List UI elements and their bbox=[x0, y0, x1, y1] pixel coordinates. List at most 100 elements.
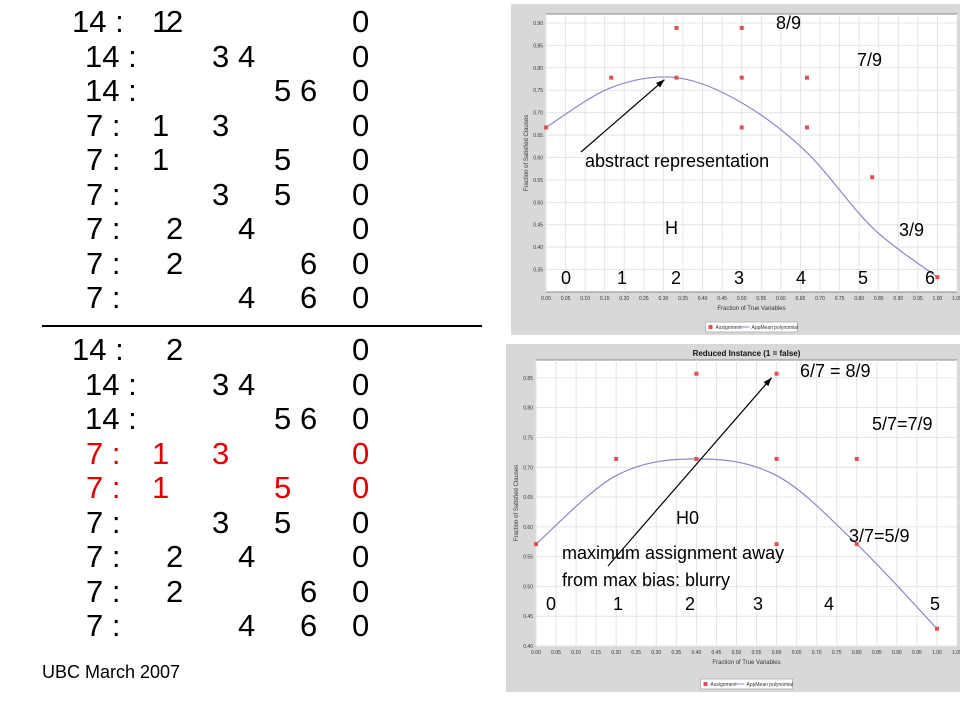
legend-item: Assignment bbox=[711, 682, 738, 688]
data-point bbox=[804, 75, 809, 80]
x-tick-label: 0.90 bbox=[893, 296, 903, 302]
data-point bbox=[739, 125, 744, 130]
data-point bbox=[935, 275, 940, 280]
legend-marker bbox=[703, 682, 708, 686]
x-tick-label: 0.45 bbox=[717, 296, 727, 302]
label-8-9: 8/9 bbox=[776, 13, 802, 33]
data-point bbox=[674, 25, 679, 30]
x-tick-label: 0.00 bbox=[531, 650, 541, 656]
x-tick-label: 0.10 bbox=[571, 650, 581, 656]
clause-literal: 5 bbox=[274, 470, 292, 505]
y-tick-label: 0.80 bbox=[523, 406, 533, 412]
y-tick-label: 0.45 bbox=[523, 614, 533, 620]
series-line-appmean bbox=[535, 458, 938, 630]
clause-literal: 5 bbox=[274, 504, 292, 540]
clause-literal: 6 bbox=[300, 245, 318, 281]
x-tick-label: 0.55 bbox=[752, 650, 762, 656]
clause-literal: 2 bbox=[166, 573, 184, 609]
y-tick-label: 0.60 bbox=[533, 155, 543, 161]
number-0: 0 bbox=[561, 268, 572, 288]
clause-literal: 5 bbox=[274, 176, 292, 212]
legend-item: AppMean polynomial bbox=[752, 325, 799, 331]
clause-terminator: 0 bbox=[352, 539, 370, 574]
clause-terminator: 0 bbox=[352, 176, 370, 212]
x-tick-label: 0.40 bbox=[698, 296, 708, 302]
x-tick-label: 0.40 bbox=[692, 650, 702, 656]
x-tick-label: 0.60 bbox=[776, 296, 786, 302]
clause-weight: 14 : bbox=[85, 38, 137, 74]
clause-literal: 4 bbox=[238, 211, 256, 246]
x-tick-label: 0.75 bbox=[832, 650, 842, 656]
y-tick-label: 0.50 bbox=[533, 200, 543, 206]
clause-literal: 4 bbox=[238, 608, 256, 643]
y-tick-label: 0.75 bbox=[533, 88, 543, 94]
clause-literal: 3 bbox=[212, 435, 230, 471]
number-1: 1 bbox=[617, 268, 628, 288]
clause-weight: 14 : bbox=[85, 73, 137, 108]
legend-item: AppMean polynomial bbox=[747, 682, 794, 688]
arrow-maximum-assignment bbox=[607, 377, 773, 567]
x-tick-label: 1.05 bbox=[952, 650, 960, 656]
clause-terminator: 0 bbox=[352, 142, 370, 177]
label-3-9: 3/9 bbox=[899, 220, 925, 240]
clause-literal: 3 bbox=[212, 38, 230, 74]
data-point bbox=[934, 626, 939, 631]
x-tick-label: 0.80 bbox=[854, 296, 864, 302]
clause-terminator: 0 bbox=[352, 470, 370, 505]
arrow-maximum-assignment-head bbox=[763, 377, 772, 387]
arrow-abstract-representation bbox=[580, 79, 665, 153]
x-tick-label: 0.30 bbox=[659, 296, 669, 302]
clause-terminator: 0 bbox=[352, 504, 370, 540]
clause-terminator: 0 bbox=[352, 73, 370, 108]
x-tick-label: 1.00 bbox=[933, 296, 943, 302]
clause-weight: 7 : bbox=[86, 176, 121, 212]
clause-weight: 7 : bbox=[86, 142, 121, 177]
clause-weight: 7 : bbox=[86, 608, 121, 643]
data-point bbox=[609, 75, 614, 80]
number-4: 4 bbox=[824, 594, 835, 614]
clause-literal: 5 bbox=[274, 73, 292, 108]
x-tick-label: 0.35 bbox=[678, 296, 688, 302]
x-tick-label: 0.35 bbox=[671, 650, 681, 656]
clause-weight: 14 : bbox=[72, 332, 124, 367]
number-0: 0 bbox=[546, 594, 557, 614]
divider-line bbox=[42, 325, 482, 327]
clause-literal: 6 bbox=[300, 608, 318, 643]
clause-literal: 5 bbox=[274, 401, 292, 436]
clause-weight: 7 : bbox=[86, 280, 121, 315]
x-tick-label: 0.70 bbox=[812, 650, 822, 656]
y-tick-label: 0.60 bbox=[523, 525, 533, 531]
clause-weight: 7 : bbox=[86, 435, 121, 471]
data-point bbox=[774, 456, 779, 461]
x-tick-label: 0.90 bbox=[892, 650, 902, 656]
clause-literal: 6 bbox=[300, 280, 318, 315]
data-point bbox=[544, 125, 548, 130]
clause-literal: 1 bbox=[152, 470, 170, 505]
clause-terminator: 0 bbox=[352, 4, 370, 39]
y-tick-label: 0.50 bbox=[523, 584, 533, 590]
x-tick-label: 0.95 bbox=[913, 296, 923, 302]
clause-literal: 3 bbox=[212, 366, 230, 402]
x-tick-label: 0.20 bbox=[611, 650, 621, 656]
data-point bbox=[870, 175, 875, 180]
clause-terminator: 0 bbox=[352, 366, 370, 402]
clause-terminator: 0 bbox=[352, 211, 370, 246]
data-point bbox=[534, 542, 538, 547]
number-6: 6 bbox=[925, 268, 936, 288]
data-point bbox=[774, 542, 779, 547]
legend-marker bbox=[708, 325, 713, 329]
clause-literal: 4 bbox=[238, 539, 256, 574]
number-4: 4 bbox=[796, 268, 807, 288]
chart-abstract-representation: 0.35 0.40 0.45 0.50 0.55 0.60 0.65 0.70 0.75 0.80… bbox=[511, 4, 960, 335]
legend-box bbox=[700, 678, 793, 690]
footer-text: UBC March 2007 bbox=[42, 662, 181, 682]
label-5-7-eq-7-9: 5/7=7/9 bbox=[872, 414, 933, 434]
x-tick-label: 0.00 bbox=[541, 296, 551, 302]
label-from-max-bias: from max bias: blurry bbox=[562, 570, 731, 590]
x-tick-label: 0.15 bbox=[591, 650, 601, 656]
y-tick-label: 0.55 bbox=[523, 555, 533, 561]
clause-literal: 3 bbox=[212, 504, 230, 540]
number-5: 5 bbox=[930, 594, 941, 614]
clause-weight: 7 : bbox=[86, 107, 121, 143]
label-H0: H0 bbox=[676, 508, 700, 528]
